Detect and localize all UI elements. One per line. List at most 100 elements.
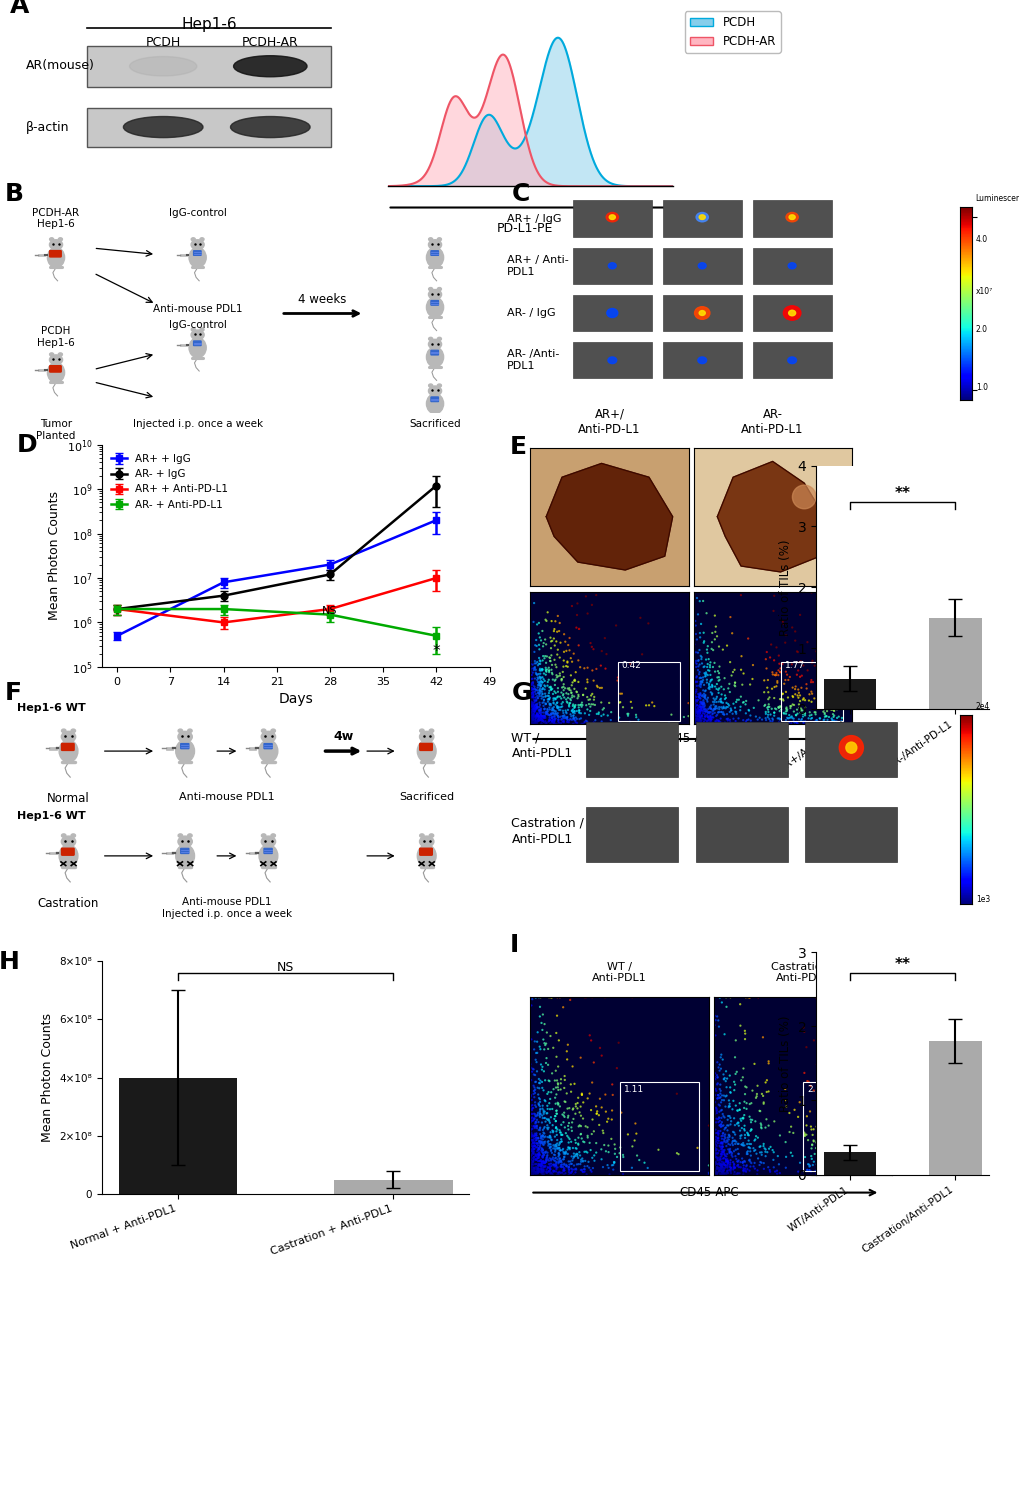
Point: [532, 703, 548, 727]
Point: [541, 676, 557, 700]
Point: [791, 695, 807, 719]
Point: [527, 697, 543, 721]
Point: [546, 712, 562, 736]
Point: [524, 661, 540, 685]
FancyBboxPatch shape: [180, 849, 189, 853]
Point: [543, 1154, 559, 1178]
Point: [535, 700, 551, 724]
Point: [558, 1081, 575, 1105]
Point: [715, 1117, 732, 1142]
Point: [527, 1110, 543, 1134]
Point: [768, 1158, 785, 1182]
Point: [746, 1128, 762, 1152]
Point: [562, 1116, 579, 1140]
Point: [699, 710, 715, 734]
Point: [713, 1152, 730, 1176]
Point: [779, 706, 795, 730]
Point: [776, 668, 793, 692]
Ellipse shape: [428, 386, 441, 397]
Point: [540, 1068, 556, 1092]
Point: [725, 1157, 741, 1181]
Point: [785, 692, 801, 716]
Point: [532, 649, 548, 673]
Point: [712, 1137, 729, 1161]
Point: [536, 1155, 552, 1179]
Point: [535, 1027, 551, 1051]
Point: [838, 1155, 854, 1179]
Point: [624, 695, 640, 719]
Point: [547, 653, 564, 677]
Point: [537, 644, 553, 668]
Point: [710, 1128, 727, 1152]
Point: [562, 688, 579, 712]
Point: [763, 709, 780, 733]
Point: [530, 706, 546, 730]
Point: [548, 985, 565, 1009]
Point: [708, 1134, 725, 1158]
Point: [537, 701, 553, 725]
Point: [714, 1157, 731, 1181]
Point: [564, 1152, 580, 1176]
Point: [719, 1158, 736, 1182]
Point: [699, 641, 715, 665]
Point: [700, 673, 716, 697]
Point: [547, 706, 564, 730]
Point: [790, 677, 806, 701]
Point: [536, 697, 552, 721]
Point: [553, 1139, 570, 1163]
Point: [690, 700, 706, 724]
Point: [586, 1149, 602, 1173]
Point: [536, 673, 552, 697]
Point: [550, 704, 567, 728]
Text: Castration: Castration: [38, 897, 99, 910]
Point: [712, 1045, 729, 1069]
Point: [759, 1155, 775, 1179]
Point: [830, 1161, 847, 1185]
Point: [534, 677, 550, 701]
Point: [776, 631, 793, 655]
Point: [548, 1098, 565, 1122]
Point: [528, 703, 544, 727]
Point: [723, 622, 740, 646]
Point: [532, 1096, 548, 1120]
Point: [710, 668, 727, 692]
Point: [523, 712, 539, 736]
Point: [774, 688, 791, 712]
Point: [697, 683, 713, 707]
Point: [529, 679, 545, 703]
Point: [708, 1050, 725, 1074]
Point: [709, 1126, 726, 1151]
Point: [691, 697, 707, 721]
Point: [562, 680, 579, 704]
Point: [540, 683, 556, 707]
Point: [539, 698, 555, 722]
Point: [699, 700, 715, 724]
Point: [556, 1068, 573, 1092]
Point: [712, 1114, 729, 1139]
Point: [791, 1151, 807, 1175]
Point: [530, 709, 546, 733]
Point: [818, 710, 835, 734]
Point: [532, 676, 548, 700]
Point: [717, 1145, 734, 1169]
Point: [696, 655, 712, 679]
Point: [542, 701, 558, 725]
Point: [694, 683, 710, 707]
Point: [591, 676, 607, 700]
Point: [712, 1114, 729, 1139]
Point: [565, 1136, 581, 1160]
Ellipse shape: [788, 311, 795, 315]
Point: [708, 1072, 725, 1096]
Bar: [752, 200, 830, 237]
Point: [825, 697, 842, 721]
Point: [553, 667, 570, 691]
Point: [755, 1151, 771, 1175]
Ellipse shape: [845, 742, 856, 753]
Point: [715, 1140, 732, 1164]
Point: [527, 1136, 543, 1160]
Point: [869, 1161, 886, 1185]
Point: [764, 1148, 781, 1172]
Point: [546, 679, 562, 703]
Point: [538, 1148, 554, 1172]
Point: [759, 668, 775, 692]
